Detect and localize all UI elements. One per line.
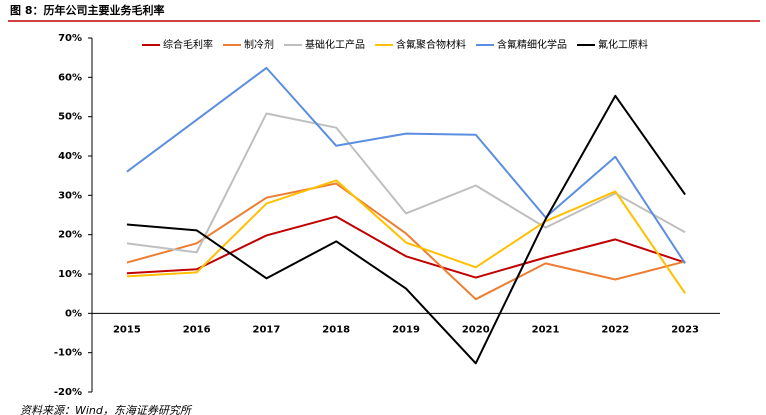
y-tick-label: 60%: [58, 72, 82, 83]
x-tick-label: 2022: [601, 324, 629, 335]
series-line: [126, 179, 686, 294]
y-tick-label: 10%: [58, 269, 82, 280]
source-note: 资料来源：Wind，东海证券研究所: [20, 404, 193, 415]
y-tick-label: 0%: [65, 308, 82, 319]
series-line: [126, 215, 686, 279]
legend-label: 氟化工原料: [598, 38, 648, 51]
legend-label: 制冷剂: [244, 38, 274, 51]
legend-label: 含氟聚合物材料: [396, 38, 466, 51]
y-tick-label: 20%: [58, 230, 82, 241]
x-tick-label: 2015: [113, 324, 141, 335]
y-tick-label: -10%: [54, 348, 82, 359]
x-tick-label: 2019: [392, 324, 420, 335]
x-tick-label: 2017: [253, 324, 281, 335]
y-tick-label: 50%: [58, 112, 82, 123]
legend-label: 基础化工产品: [305, 38, 365, 51]
x-tick-label: 2023: [671, 324, 699, 335]
series-line: [126, 94, 686, 365]
series-line: [126, 112, 686, 254]
chart-title: 图 8：历年公司主要业务毛利率: [10, 3, 164, 17]
x-tick-label: 2021: [532, 324, 560, 335]
x-tick-label: 2016: [183, 324, 211, 335]
y-tick-label: 40%: [58, 151, 82, 162]
y-tick-label: -20%: [54, 387, 82, 398]
x-tick-label: 2020: [462, 324, 490, 335]
x-tick-label: 2018: [322, 324, 350, 335]
series-line: [126, 182, 686, 301]
legend-label: 综合毛利率: [163, 38, 213, 51]
legend-label: 含氟精细化学品: [497, 38, 567, 51]
y-tick-label: 30%: [58, 190, 82, 201]
series-line: [126, 66, 686, 264]
y-tick-label: 70%: [58, 33, 82, 44]
